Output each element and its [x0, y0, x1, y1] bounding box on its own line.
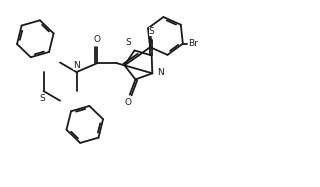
Text: S: S: [39, 94, 45, 103]
Text: O: O: [94, 35, 101, 44]
Text: N: N: [157, 68, 164, 77]
Text: O: O: [125, 98, 132, 107]
Text: N: N: [73, 61, 80, 70]
Text: S: S: [125, 38, 131, 47]
Text: Br: Br: [188, 39, 198, 48]
Text: S: S: [149, 27, 155, 36]
